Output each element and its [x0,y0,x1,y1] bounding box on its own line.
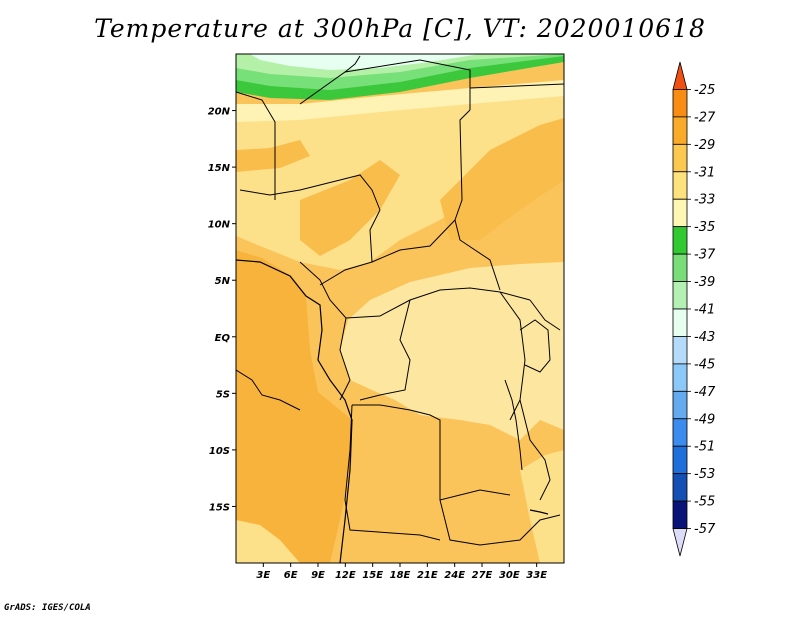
lat-tick-label: 10N [208,220,231,231]
colorbar-box [672,143,688,173]
temp-fill-streak-1 [300,160,400,256]
temp-fill-south-2 [520,450,564,563]
colorbar-label: -35 [694,220,715,235]
colorbar: -25 -27 -29 -31 -33 -35 -37 -39 -41 -43 -45 -47 -49 -… [672,61,716,557]
colorbar-box [672,308,688,337]
colorbar-label: -53 [694,467,715,482]
lon-tick-label: 3E [256,570,270,581]
colorbar-box [672,363,688,392]
map-panel: 3E 6E 9E 12E 15E 18E 21E 24E 27E 30E 33E 20N 15N 10N… [208,53,565,581]
colorbar-label: -45 [694,357,715,372]
lat-tick-label: 10S [209,446,230,457]
lon-tick-label: 24E [444,570,465,581]
lon-tick-label: 33E [526,570,547,581]
colorbar-box [672,226,688,255]
lat-tick-label: 5S [216,389,230,400]
country-borders [236,55,564,546]
lon-axis: 3E 6E 9E 12E 15E 18E 21E 24E 27E 30E 33E [256,563,547,581]
colorbar-label: -47 [694,385,716,400]
colorbar-label: -57 [694,522,716,537]
lon-tick-label: 18E [390,570,411,581]
colorbar-label: -55 [694,495,715,510]
colorbar-box [672,116,688,145]
lon-tick-label: 15E [362,570,383,581]
colorbar-label: -27 [694,110,716,125]
colorbar-box [672,89,688,118]
lon-tick-label: 21E [417,570,438,581]
colorbar-arrow-bottom [672,528,688,557]
colorbar-label: -25 [694,83,715,98]
colorbar-box [672,253,688,282]
lon-tick-label: 27E [472,570,493,581]
grads-credit: GrADS: IGES/COLA [4,603,91,613]
colorbar-label: -49 [694,412,715,427]
lat-tick-label: 20N [208,107,231,118]
colorbar-box [672,418,688,447]
lat-tick-label: 5N [215,276,231,287]
lake-outline [529,509,549,515]
colorbar-label: -39 [694,275,715,290]
colorbar-box [672,390,688,420]
lake-tanganyika [504,379,523,471]
colorbar-box [672,445,688,475]
temp-fill-streak-3 [236,140,310,172]
colorbar-box [672,473,688,502]
colorbar-box [672,198,688,228]
lon-tick-label: 30E [499,570,520,581]
temp-fill-streak-2 [440,118,564,240]
colorbar-label: -29 [694,138,715,153]
colorbar-box [672,281,688,310]
temp-fill-interior [340,262,564,440]
temp-fill-pale [236,80,564,122]
lat-tick-label: EQ [215,333,231,344]
colorbar-box [672,500,688,529]
lat-tick-label: 15S [209,502,230,513]
colorbar-label: -51 [694,440,715,455]
colorbar-box [672,171,688,200]
colorbar-label: -41 [694,303,715,318]
chart-title: Temperature at 300hPa [C], VT: 202001061… [94,14,706,43]
colorbar-label: -33 [694,193,715,208]
lon-tick-label: 6E [284,570,298,581]
colorbar-label: -31 [694,165,715,180]
temp-fill-cyan [250,54,480,70]
lon-tick-label: 12E [335,570,356,581]
coastline [236,259,353,563]
lat-axis: 20N 15N 10N 5N EQ 5S 10S 15S [208,107,236,513]
lon-tick-label: 9E [311,570,325,581]
lat-tick-label: 15N [208,163,231,174]
temp-fill-south-1 [236,520,300,563]
colorbar-label: -43 [694,330,715,345]
colorbar-box [672,336,688,365]
colorbar-label: -37 [694,248,716,263]
colorbar-arrow-top [672,61,688,90]
